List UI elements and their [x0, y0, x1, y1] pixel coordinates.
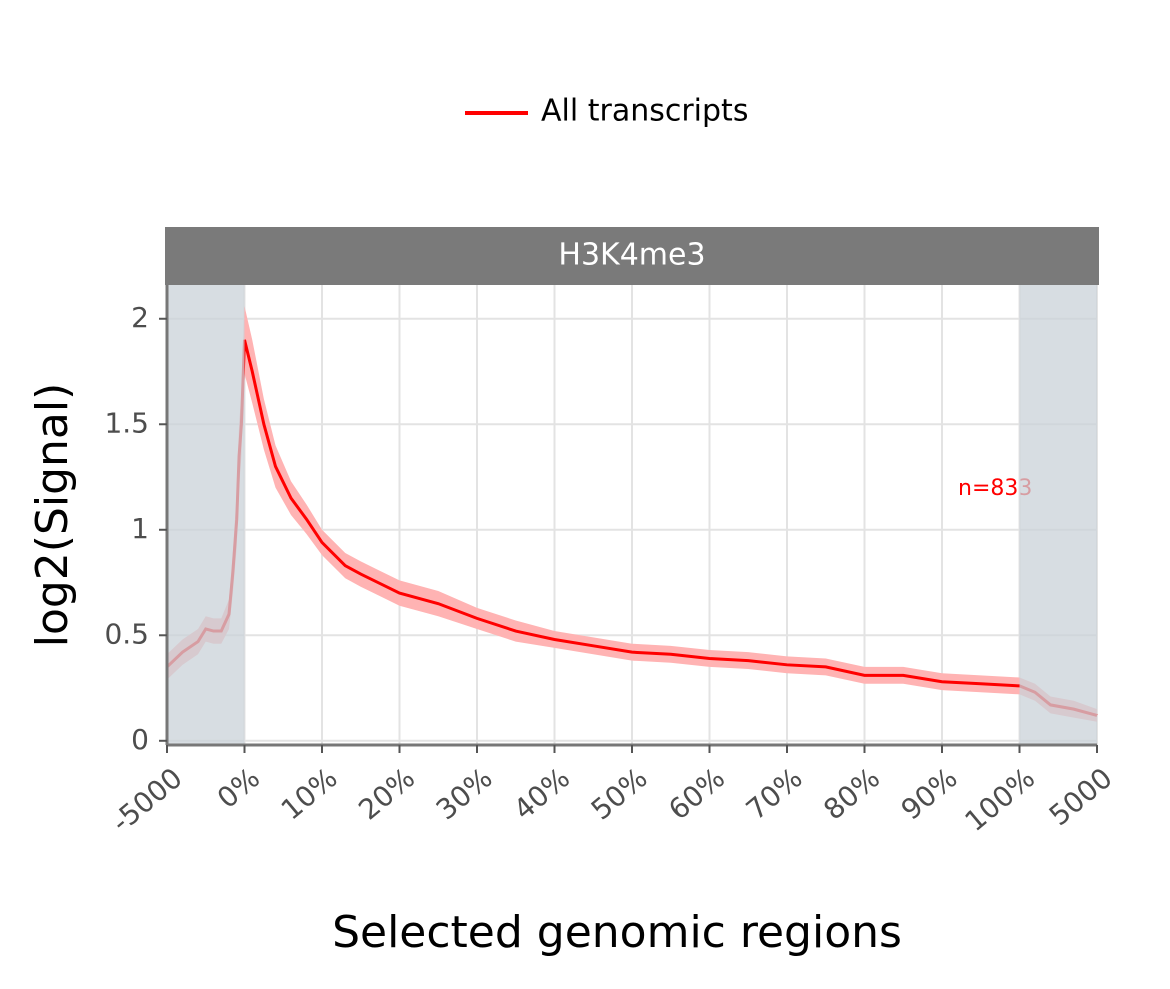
x-tick-label: 0% — [211, 761, 266, 815]
y-tick-label: 0 — [131, 723, 149, 756]
x-tick-label: 60% — [662, 761, 731, 826]
x-tick-label: 100% — [959, 761, 1042, 838]
facet-strip — [165, 227, 1099, 285]
highlight-region — [167, 285, 245, 745]
x-tick-label: 50% — [585, 761, 654, 826]
y-tick-label: 0.5 — [104, 617, 149, 650]
y-tick-label: 2 — [131, 301, 149, 334]
x-tick-label: 10% — [275, 761, 344, 826]
x-tick-label: 70% — [740, 761, 809, 826]
facet-title: H3K4me3 — [558, 238, 705, 273]
y-axis-label: log2(Signal) — [27, 383, 78, 648]
highlight-region — [1019, 285, 1097, 745]
confidence-band — [167, 306, 1097, 722]
legend-label: All transcripts — [541, 94, 748, 129]
x-axis-label: Selected genomic regions — [332, 907, 902, 958]
x-tick-label: 30% — [430, 761, 499, 826]
x-tick-label: 90% — [895, 761, 964, 826]
x-tick-label: 20% — [352, 761, 421, 826]
x-tick-label: -5000 — [105, 761, 189, 839]
x-tick-label: 40% — [507, 761, 576, 826]
x-tick-label: 5000 — [1043, 761, 1119, 832]
x-tick-label: 80% — [817, 761, 886, 826]
y-tick-label: 1.5 — [104, 406, 149, 439]
y-tick-label: 1 — [131, 512, 149, 545]
